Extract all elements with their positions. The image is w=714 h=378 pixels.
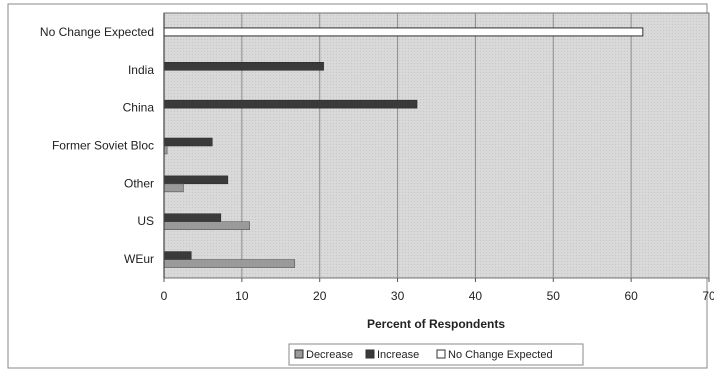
bar-increase: [163, 251, 192, 260]
category-label: Other: [124, 176, 154, 190]
legend-entries: Decrease Increase No Change Expected: [294, 349, 553, 361]
x-tick-label: 20: [313, 289, 327, 303]
x-axis-label: Percent of Respondents: [367, 317, 505, 331]
legend-swatch: [436, 349, 446, 359]
bar-increase: [163, 213, 222, 222]
gridlines: [163, 13, 710, 282]
legend-swatch: [365, 349, 375, 359]
x-tick-label: 40: [469, 289, 483, 303]
bar-increase: [163, 137, 213, 147]
bar-increase: [163, 175, 229, 185]
bars: [163, 13, 644, 278]
category-labels: No Change Expected India China Former Sovie…: [40, 25, 154, 266]
x-tick-label: 50: [547, 289, 561, 303]
category-label: China: [123, 101, 155, 115]
bar-decrease: [163, 183, 184, 193]
legend-label: No Change Expected: [448, 349, 553, 361]
x-tick-label: 10: [235, 289, 249, 303]
bar-no-change: [163, 27, 644, 37]
x-tick-labels: 0 10 20 30 40 50 60 70: [161, 289, 714, 303]
bar-increase: [163, 99, 418, 109]
x-tick-label: 0: [161, 289, 168, 303]
category-label: No Change Expected: [40, 25, 154, 39]
plot-area: [163, 12, 710, 279]
legend-box: [288, 343, 584, 366]
x-tick-label: 70: [702, 289, 714, 303]
x-tick-label: 60: [624, 289, 638, 303]
bar-decrease: [163, 259, 296, 268]
category-label: India: [128, 63, 154, 77]
legend: Decrease Increase No Change Expected: [288, 343, 584, 366]
bar-decrease: [163, 221, 250, 230]
category-label: Former Soviet Bloc: [52, 139, 154, 153]
category-label: WEur: [124, 252, 154, 266]
legend-label: Decrease: [306, 349, 353, 361]
legend-label: Increase: [377, 349, 419, 361]
x-tick-label: 30: [391, 289, 405, 303]
legend-swatch: [294, 349, 304, 359]
category-label: US: [137, 214, 154, 228]
bar-increase: [163, 62, 324, 71]
